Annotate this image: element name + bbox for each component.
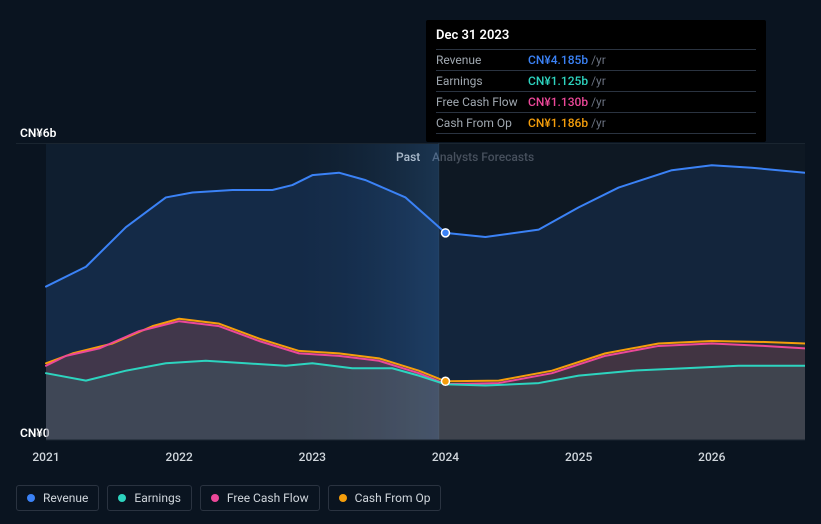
legend: Revenue Earnings Free Cash Flow Cash From O…	[16, 485, 441, 511]
tooltip-row-unit: /yr	[591, 53, 606, 67]
legend-label: Earnings	[134, 491, 181, 505]
legend-label: Free Cash Flow	[227, 491, 309, 505]
legend-item-cfo[interactable]: Cash From Op	[328, 485, 442, 511]
legend-label: Cash From Op	[355, 491, 431, 505]
x-axis: 2021 2022 2023 2024 2025 2026	[16, 450, 805, 470]
tooltip-row-value: CN¥1.186b	[528, 116, 588, 130]
x-tick: 2024	[432, 450, 459, 464]
legend-item-earnings[interactable]: Earnings	[107, 485, 192, 511]
legend-item-revenue[interactable]: Revenue	[16, 485, 99, 511]
tooltip-row-unit: /yr	[591, 74, 606, 88]
tooltip-row-label: Cash From Op	[436, 116, 528, 130]
y-label-top: CN¥6b	[20, 126, 56, 140]
chart-plot-area[interactable]	[16, 143, 805, 443]
legend-item-fcf[interactable]: Free Cash Flow	[200, 485, 320, 511]
tooltip-row: RevenueCN¥4.185b/yr	[436, 50, 756, 71]
legend-dot-icon	[339, 494, 347, 502]
x-tick: 2026	[698, 450, 725, 464]
x-tick: 2023	[299, 450, 326, 464]
chart-container: CN¥6b CN¥0 Past Analysts Forecasts 20212…	[0, 0, 821, 524]
x-tick: 2022	[166, 450, 193, 464]
x-tick: 2025	[565, 450, 592, 464]
legend-dot-icon	[118, 494, 126, 502]
tooltip-row-label: Free Cash Flow	[436, 95, 528, 109]
tooltip-row-label: Revenue	[436, 53, 528, 67]
legend-dot-icon	[27, 494, 35, 502]
tooltip-row-label: Earnings	[436, 74, 528, 88]
tooltip-row: EarningsCN¥1.125b/yr	[436, 71, 756, 92]
chart-svg	[16, 143, 805, 443]
legend-label: Revenue	[43, 491, 88, 505]
tooltip-row-value: CN¥1.130b	[528, 95, 588, 109]
tooltip-row-unit: /yr	[591, 95, 606, 109]
tooltip-row-value: CN¥1.125b	[528, 74, 588, 88]
tooltip-row-value: CN¥4.185b	[528, 53, 588, 67]
tooltip-row: Free Cash FlowCN¥1.130b/yr	[436, 92, 756, 113]
tooltip-row: Cash From OpCN¥1.186b/yr	[436, 113, 756, 134]
tooltip-date: Dec 31 2023	[436, 28, 756, 50]
legend-dot-icon	[211, 494, 219, 502]
x-tick: 2021	[32, 450, 59, 464]
tooltip: Dec 31 2023 RevenueCN¥4.185b/yrEarningsC…	[426, 20, 766, 142]
tooltip-row-unit: /yr	[591, 116, 606, 130]
